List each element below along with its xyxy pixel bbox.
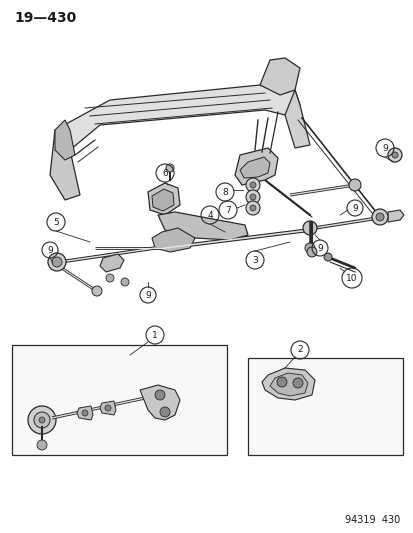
Polygon shape <box>50 130 80 200</box>
Circle shape <box>159 407 170 417</box>
Text: 9: 9 <box>351 204 357 213</box>
Polygon shape <box>100 254 124 272</box>
Circle shape <box>37 440 47 450</box>
Text: 9: 9 <box>381 143 387 152</box>
Polygon shape <box>77 406 93 420</box>
Circle shape <box>249 205 255 211</box>
Circle shape <box>245 201 259 215</box>
Text: 9: 9 <box>47 246 53 254</box>
Circle shape <box>39 417 45 423</box>
Circle shape <box>166 164 173 172</box>
Circle shape <box>391 152 397 158</box>
Circle shape <box>306 247 316 257</box>
Circle shape <box>371 209 387 225</box>
Circle shape <box>48 253 66 271</box>
Circle shape <box>28 406 56 434</box>
Circle shape <box>245 178 259 192</box>
Text: 2: 2 <box>297 345 302 354</box>
Text: 10: 10 <box>345 273 357 282</box>
Bar <box>12 345 226 455</box>
Circle shape <box>82 410 88 416</box>
Circle shape <box>249 194 255 200</box>
Circle shape <box>121 278 129 286</box>
Text: 9: 9 <box>316 244 322 253</box>
Circle shape <box>154 390 165 400</box>
Polygon shape <box>240 157 269 178</box>
Polygon shape <box>55 85 299 150</box>
Polygon shape <box>284 90 309 148</box>
Circle shape <box>105 405 111 411</box>
Polygon shape <box>158 212 247 240</box>
Text: 1: 1 <box>152 330 157 340</box>
Circle shape <box>106 274 114 282</box>
Bar <box>247 358 402 455</box>
Circle shape <box>249 182 255 188</box>
Polygon shape <box>235 148 277 185</box>
Text: 4: 4 <box>206 211 212 220</box>
Circle shape <box>276 377 286 387</box>
Polygon shape <box>269 373 307 396</box>
Circle shape <box>52 257 62 267</box>
Polygon shape <box>100 401 116 415</box>
Polygon shape <box>152 189 173 211</box>
Polygon shape <box>152 228 195 252</box>
Circle shape <box>304 243 314 253</box>
Circle shape <box>348 179 360 191</box>
Circle shape <box>375 213 383 221</box>
Circle shape <box>302 221 316 235</box>
Polygon shape <box>261 368 314 400</box>
Text: 5: 5 <box>53 217 59 227</box>
Text: 8: 8 <box>222 188 227 197</box>
Polygon shape <box>387 210 403 222</box>
Text: 7: 7 <box>225 206 230 214</box>
Circle shape <box>34 412 50 428</box>
Text: 94319  430: 94319 430 <box>344 515 399 525</box>
Circle shape <box>323 253 331 261</box>
Circle shape <box>245 190 259 204</box>
Polygon shape <box>55 120 75 160</box>
Circle shape <box>292 378 302 388</box>
Circle shape <box>387 148 401 162</box>
Text: 3: 3 <box>252 255 257 264</box>
Text: 19—430: 19—430 <box>14 11 76 25</box>
Polygon shape <box>259 58 299 95</box>
Text: 9: 9 <box>145 290 150 300</box>
Polygon shape <box>147 183 180 215</box>
Circle shape <box>92 286 102 296</box>
Text: 6: 6 <box>162 168 167 177</box>
Polygon shape <box>140 385 180 420</box>
